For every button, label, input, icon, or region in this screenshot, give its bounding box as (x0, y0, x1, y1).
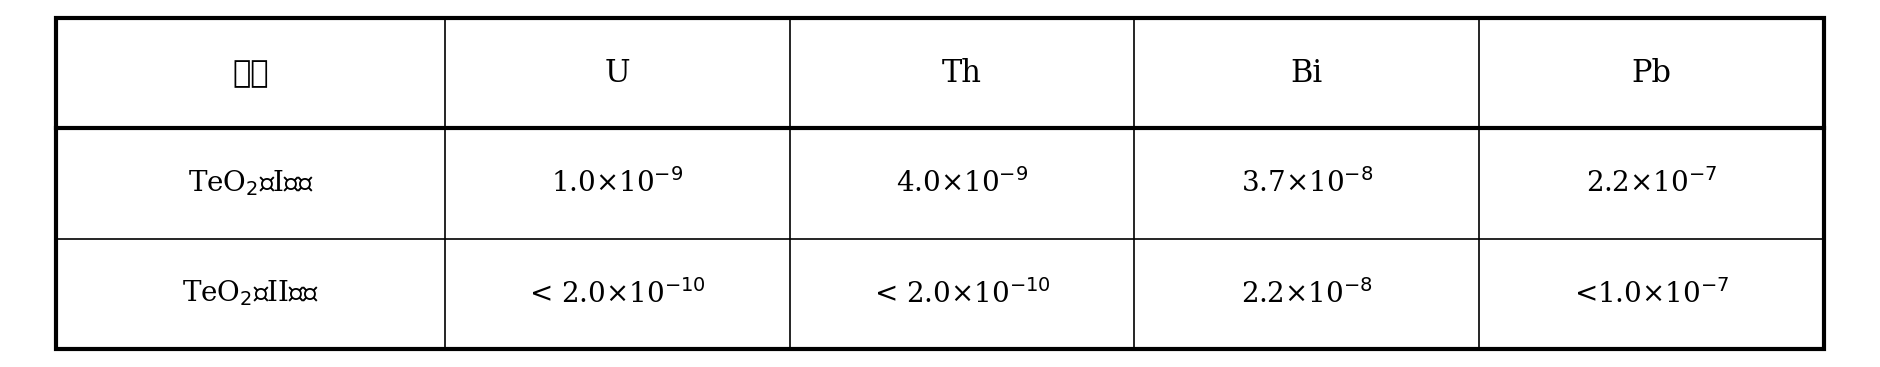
Text: Th: Th (942, 58, 981, 89)
Text: U: U (605, 58, 630, 89)
Text: <1.0×10$^{-7}$: <1.0×10$^{-7}$ (1574, 279, 1730, 309)
Text: 1.0×10$^{-9}$: 1.0×10$^{-9}$ (551, 168, 684, 199)
Text: TeO$_2$（I）粉: TeO$_2$（I）粉 (188, 168, 314, 199)
Text: TeO$_2$（II）粉: TeO$_2$（II）粉 (182, 279, 320, 309)
Bar (56, 18, 1824, 349)
Text: Bi: Bi (1290, 58, 1324, 89)
Text: 物质: 物质 (233, 58, 269, 89)
Text: < 2.0×10$^{-10}$: < 2.0×10$^{-10}$ (874, 279, 1051, 309)
Text: < 2.0×10$^{-10}$: < 2.0×10$^{-10}$ (528, 279, 705, 309)
Text: 2.2×10$^{-8}$: 2.2×10$^{-8}$ (1241, 279, 1372, 309)
Text: 2.2×10$^{-7}$: 2.2×10$^{-7}$ (1585, 168, 1716, 199)
Text: 3.7×10$^{-8}$: 3.7×10$^{-8}$ (1241, 168, 1372, 199)
Text: 4.0×10$^{-9}$: 4.0×10$^{-9}$ (897, 168, 1028, 199)
Text: Pb: Pb (1632, 58, 1671, 89)
